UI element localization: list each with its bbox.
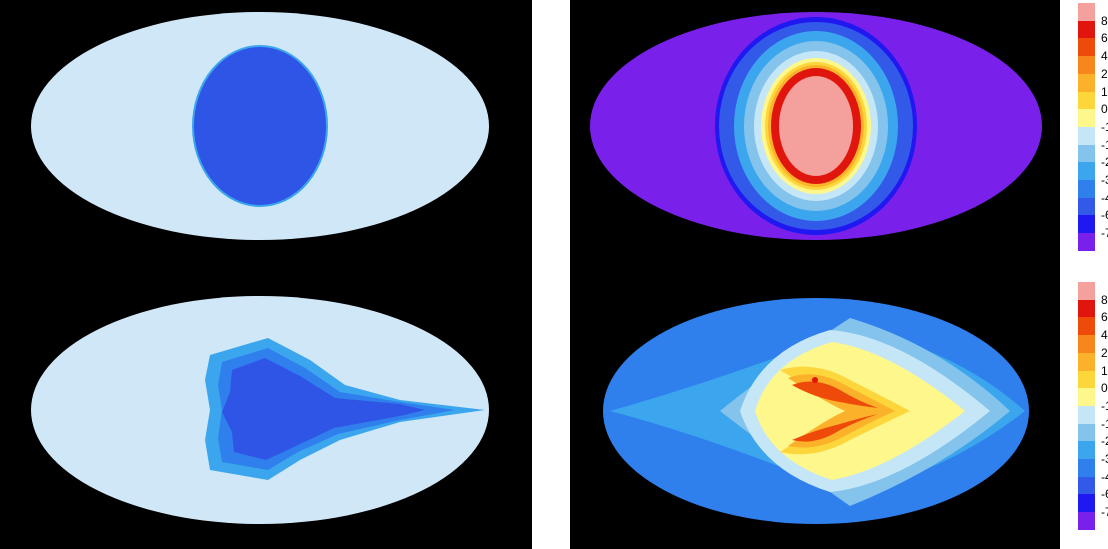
colorbar-tick-label: -1.8 (1101, 398, 1108, 413)
colorbar-swatch (1078, 423, 1095, 442)
colorbar-swatch (1078, 56, 1095, 75)
colorbar-swatch (1078, 282, 1095, 301)
colorbar-swatch (1078, 317, 1095, 336)
colorbar-swatch (1078, 233, 1095, 252)
colorbar-swatch (1078, 405, 1095, 425)
map-bottom-right-level-6-spot (812, 377, 818, 383)
colorbar-tick-label: 0 (1101, 102, 1108, 117)
colorbar-swatch (1078, 215, 1095, 234)
colorbar-swatch (1078, 180, 1095, 199)
left-maps-svg (31, 12, 489, 524)
colorbar-swatch (1078, 3, 1095, 22)
colorbar-tick-label: -40 (1101, 190, 1108, 205)
map-top-left-core (192, 45, 328, 207)
map-bottom-left-core (222, 358, 425, 460)
colorbar-tick-label: 4 (1101, 49, 1108, 64)
colorbar-swatch (1078, 512, 1095, 531)
colorbar-tick-label: 1 (1101, 363, 1108, 378)
colorbar-tick-label: 2 (1101, 345, 1108, 360)
colorbar-swatch (1078, 494, 1095, 513)
colorbar-swatch (1078, 144, 1095, 163)
map-bottom-right-level-4-lower-lobe (792, 414, 878, 442)
colorbar-swatch (1078, 109, 1095, 128)
colorbar-swatch (1078, 352, 1095, 371)
colorbar-swatch (1078, 162, 1095, 181)
colorbar-swatch (1078, 20, 1095, 39)
colorbar-tick-label: -10 (1101, 137, 1108, 152)
colorbar-swatch (1078, 441, 1095, 460)
colorbar-swatch (1078, 73, 1095, 92)
colorbar-tick-label: 1 (1101, 84, 1108, 99)
left-panel (0, 0, 532, 549)
colorbar-swatch (1078, 388, 1095, 407)
right-maps-svg (590, 12, 1042, 524)
colorbar-tick-label: -60 (1101, 487, 1108, 502)
colorbar-tick-label: -30 (1101, 173, 1108, 187)
colorbar-tick-label: -70 (1101, 505, 1108, 520)
colorbar-swatch (1078, 126, 1095, 146)
colorbar-swatch (1078, 476, 1095, 495)
colorbar-tick-label: 2 (1101, 66, 1108, 81)
colorbar-swatch (1078, 370, 1095, 389)
colorbar-tick-label: 8 (1101, 292, 1108, 307)
colorbar-tick-label: -30 (1101, 452, 1108, 466)
colorbar-tick-label: -1.8 (1101, 119, 1108, 134)
colorbar-tick-label: -60 (1101, 208, 1108, 223)
colorbar-tick-label: 8 (1101, 13, 1108, 28)
colorbar-tick-label: 6 (1101, 31, 1108, 46)
colorbar-swatch (1078, 91, 1095, 110)
colorbar-tick-label: -20 (1101, 434, 1108, 449)
colorbar-tick-label: -40 (1101, 469, 1108, 484)
colorbar-swatch (1078, 38, 1095, 57)
colorbar-swatch (1078, 299, 1095, 318)
colorbar-swatch (1078, 459, 1095, 478)
colorbar-tick-label: 4 (1101, 328, 1108, 343)
map-top-right-level-8-core (779, 76, 853, 176)
right-panel (570, 0, 1060, 549)
colorbar-tick-label: -10 (1101, 416, 1108, 431)
colorbar-tick-label: 0 (1101, 381, 1108, 396)
colorbar-tick-label: 6 (1101, 310, 1108, 325)
colorbar-tick-label: -20 (1101, 155, 1108, 170)
colorbar-tick-label: -70 (1101, 226, 1108, 241)
colorbar-swatch (1078, 335, 1095, 354)
colorbar-swatch (1078, 197, 1095, 216)
map-bottom-right-level-4-upper-lobe (792, 381, 878, 408)
